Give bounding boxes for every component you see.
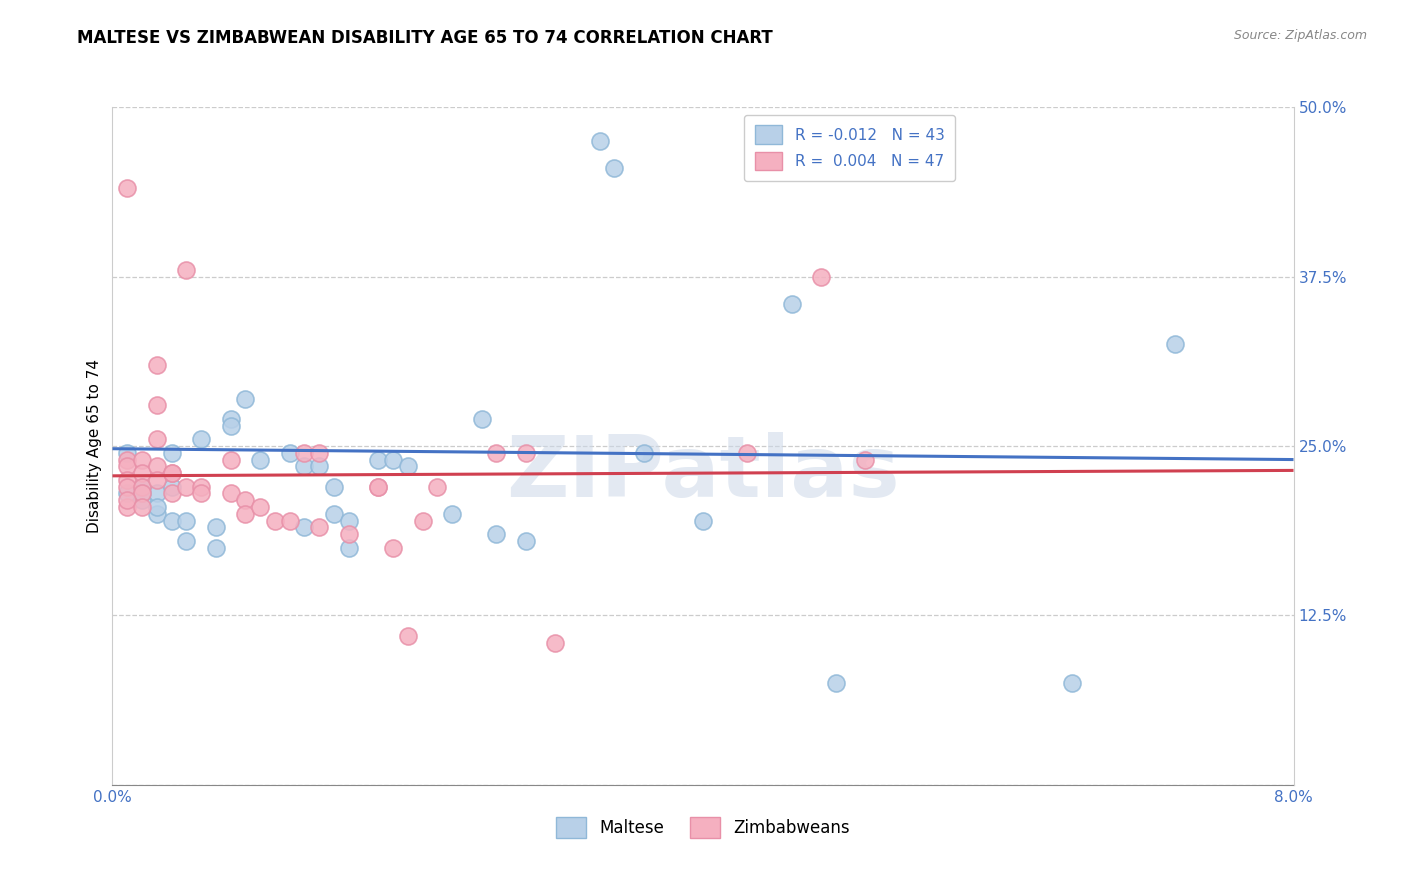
Point [174, 480, 197, 494]
Point [219, 486, 242, 500]
Point [780, 296, 803, 310]
Point [292, 459, 315, 474]
Point [1062, 676, 1084, 690]
Point [233, 507, 256, 521]
Point [367, 480, 389, 494]
Point [396, 459, 419, 474]
Point [233, 392, 256, 406]
Point [131, 452, 153, 467]
Point [117, 181, 138, 195]
Point [146, 358, 169, 372]
Point [117, 486, 138, 500]
Point [146, 507, 169, 521]
Point [160, 486, 183, 500]
Point [308, 459, 330, 474]
Point [174, 262, 197, 277]
Point [117, 446, 138, 460]
Point [146, 500, 169, 514]
Point [205, 541, 228, 555]
Point [308, 520, 330, 534]
Point [396, 629, 419, 643]
Point [160, 480, 183, 494]
Point [190, 486, 212, 500]
Point [515, 446, 537, 460]
Point [603, 161, 626, 175]
Point [146, 398, 169, 412]
Point [471, 412, 494, 426]
Point [205, 520, 228, 534]
Point [249, 500, 271, 514]
Point [810, 269, 832, 284]
Point [131, 466, 153, 480]
Point [588, 134, 610, 148]
Point [292, 520, 315, 534]
Point [692, 514, 714, 528]
Point [131, 493, 153, 508]
Point [219, 418, 242, 433]
Point [1164, 337, 1187, 351]
Point [117, 500, 138, 514]
Point [323, 507, 346, 521]
Point [264, 514, 287, 528]
Point [146, 486, 169, 500]
Point [323, 480, 346, 494]
Legend: Maltese, Zimbabweans: Maltese, Zimbabweans [550, 811, 856, 845]
Point [190, 480, 212, 494]
Point [117, 480, 138, 494]
Point [131, 486, 153, 500]
Text: ZIPatlas: ZIPatlas [506, 432, 900, 515]
Point [131, 500, 153, 514]
Point [249, 452, 271, 467]
Point [485, 446, 508, 460]
Point [485, 527, 508, 541]
Point [146, 473, 169, 487]
Point [515, 533, 537, 548]
Point [367, 452, 389, 467]
Point [131, 486, 153, 500]
Point [292, 446, 315, 460]
Point [174, 514, 197, 528]
Point [337, 541, 360, 555]
Point [117, 459, 138, 474]
Point [337, 514, 360, 528]
Point [633, 446, 655, 460]
Text: Source: ZipAtlas.com: Source: ZipAtlas.com [1233, 29, 1367, 42]
Y-axis label: Disability Age 65 to 74: Disability Age 65 to 74 [87, 359, 103, 533]
Point [382, 541, 405, 555]
Point [160, 466, 183, 480]
Point [367, 480, 389, 494]
Point [337, 527, 360, 541]
Point [160, 446, 183, 460]
Point [233, 493, 256, 508]
Point [219, 452, 242, 467]
Text: MALTESE VS ZIMBABWEAN DISABILITY AGE 65 TO 74 CORRELATION CHART: MALTESE VS ZIMBABWEAN DISABILITY AGE 65 … [77, 29, 773, 46]
Point [824, 676, 846, 690]
Point [412, 514, 434, 528]
Point [117, 473, 138, 487]
Point [174, 533, 197, 548]
Point [117, 493, 138, 508]
Point [146, 459, 169, 474]
Point [544, 635, 567, 649]
Point [382, 452, 405, 467]
Point [737, 446, 759, 460]
Point [219, 412, 242, 426]
Point [853, 452, 877, 467]
Point [441, 507, 464, 521]
Point [190, 432, 212, 446]
Point [146, 432, 169, 446]
Point [131, 480, 153, 494]
Point [278, 514, 301, 528]
Point [160, 466, 183, 480]
Point [117, 452, 138, 467]
Point [131, 480, 153, 494]
Point [308, 446, 330, 460]
Point [278, 446, 301, 460]
Point [426, 480, 449, 494]
Point [160, 514, 183, 528]
